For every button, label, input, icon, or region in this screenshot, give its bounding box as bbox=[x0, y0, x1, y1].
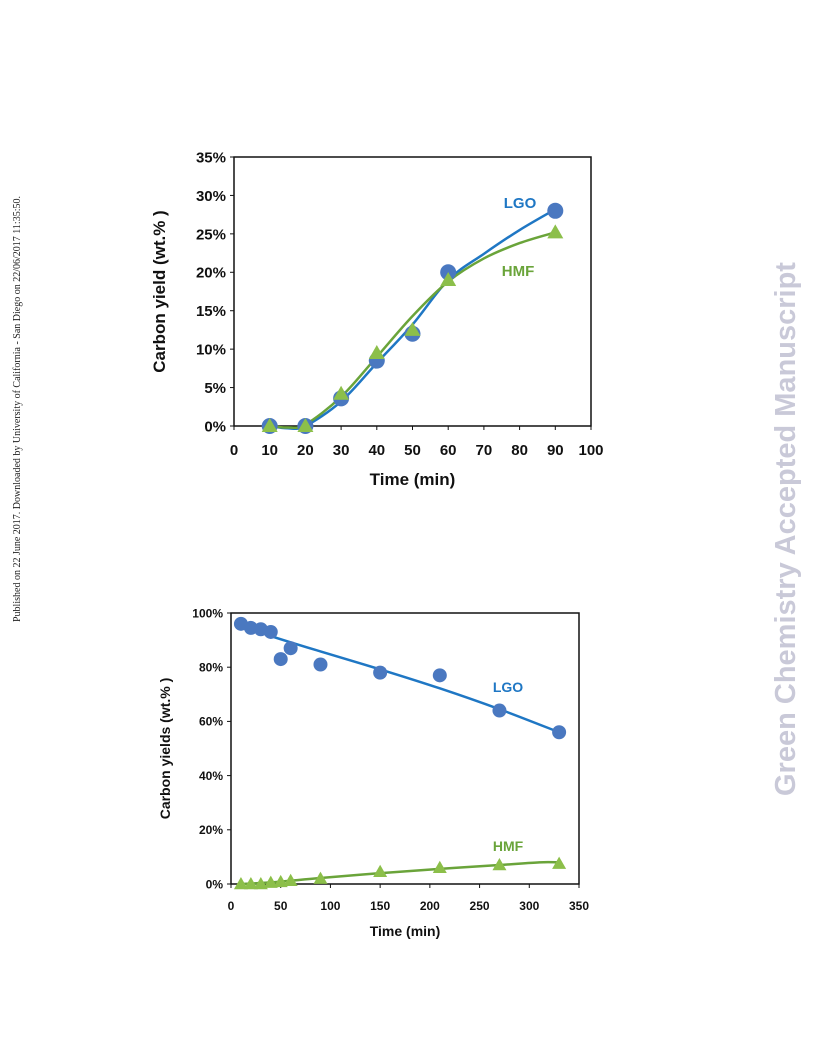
x-tick-label: 40 bbox=[368, 442, 385, 459]
series-label-hmf: HMF bbox=[493, 838, 524, 854]
x-tick-label: 300 bbox=[519, 899, 539, 913]
y-tick-label: 0% bbox=[204, 418, 226, 435]
x-tick-label: 70 bbox=[476, 442, 493, 459]
data-point-hmf bbox=[373, 864, 388, 878]
data-point-hmf bbox=[404, 321, 421, 336]
y-tick-label: 25% bbox=[196, 226, 226, 243]
chart-2: 0 50 100 150 200 250 300 350 0% 20% 40% 60% 80% 100% T… bbox=[157, 606, 589, 939]
y-tick-label: 80% bbox=[199, 661, 223, 675]
x-tick-label: 20 bbox=[297, 442, 314, 459]
chart-1: 0 10 20 30 40 50 60 70 80 90 100 0% 5% 10% 15% 20% 25% 30… bbox=[150, 149, 604, 489]
y-tick-label: 5% bbox=[204, 380, 226, 397]
y-tick-label: 10% bbox=[196, 342, 226, 359]
data-point-lgo bbox=[547, 202, 564, 219]
x-tick-label: 250 bbox=[470, 899, 490, 913]
data-point-hmf bbox=[333, 385, 350, 400]
y-tick-label: 20% bbox=[196, 265, 226, 282]
x-tick-label: 90 bbox=[547, 442, 564, 459]
y-tick-label: 100% bbox=[192, 606, 223, 620]
data-point-lgo bbox=[373, 665, 388, 680]
y-axis-title: Carbon yields (wt.% ) bbox=[157, 678, 173, 820]
data-point-hmf bbox=[273, 874, 288, 888]
data-point-hmf bbox=[263, 875, 278, 888]
x-tick-label: 200 bbox=[420, 899, 440, 913]
data-point-lgo bbox=[492, 703, 507, 718]
data-point-hmf bbox=[261, 418, 278, 432]
series-line-hmf bbox=[269, 231, 556, 430]
x-tick-label: 50 bbox=[274, 899, 288, 913]
data-point-hmf bbox=[552, 856, 567, 869]
y-tick-label: 40% bbox=[199, 769, 223, 783]
data-point-lgo bbox=[263, 624, 278, 639]
data-point-hmf bbox=[283, 873, 298, 886]
series-label-lgo: LGO bbox=[504, 195, 537, 212]
data-point-lgo bbox=[273, 652, 288, 667]
y-tick-label: 30% bbox=[196, 188, 226, 205]
series-label-hmf: HMF bbox=[502, 263, 535, 280]
x-tick-label: 150 bbox=[370, 899, 390, 913]
data-point-hmf bbox=[547, 224, 564, 239]
y-tick-label: 35% bbox=[196, 149, 226, 166]
x-tick-label: 0 bbox=[228, 899, 235, 913]
plot-frame bbox=[233, 156, 592, 427]
series-line-lgo bbox=[269, 208, 556, 431]
data-point-hmf bbox=[440, 271, 457, 286]
y-tick-label: 60% bbox=[199, 715, 223, 729]
x-tick-label: 50 bbox=[404, 442, 421, 459]
x-tick-label: 10 bbox=[261, 442, 278, 459]
y-tick-label: 20% bbox=[199, 823, 223, 837]
plot-frame bbox=[230, 612, 580, 885]
x-tick-label: 0 bbox=[230, 442, 238, 459]
data-point-lgo bbox=[313, 657, 328, 672]
x-axis-title: Time (min) bbox=[370, 923, 441, 939]
x-tick-label: 350 bbox=[569, 899, 589, 913]
y-tick-label: 15% bbox=[196, 303, 226, 320]
data-point-lgo bbox=[552, 725, 567, 740]
data-point-hmf bbox=[492, 858, 507, 871]
data-point-lgo bbox=[283, 641, 298, 656]
data-point-hmf bbox=[253, 877, 268, 890]
data-point-hmf bbox=[313, 871, 328, 884]
data-point-hmf bbox=[368, 344, 385, 359]
x-tick-label: 30 bbox=[333, 442, 350, 459]
data-point-lgo bbox=[432, 668, 447, 683]
x-tick-label: 100 bbox=[320, 899, 340, 913]
x-tick-label: 80 bbox=[511, 442, 528, 459]
data-point-hmf bbox=[432, 860, 447, 873]
series-label-lgo: LGO bbox=[493, 679, 523, 695]
x-axis-title: Time (min) bbox=[370, 470, 456, 489]
y-axis-title: Carbon yield (wt.% ) bbox=[150, 210, 169, 372]
data-point-hmf bbox=[243, 877, 258, 890]
x-tick-label: 60 bbox=[440, 442, 457, 459]
data-point-hmf bbox=[233, 877, 248, 890]
x-tick-label: 100 bbox=[578, 442, 603, 459]
data-point-hmf bbox=[297, 418, 314, 432]
y-tick-label: 0% bbox=[206, 877, 224, 891]
